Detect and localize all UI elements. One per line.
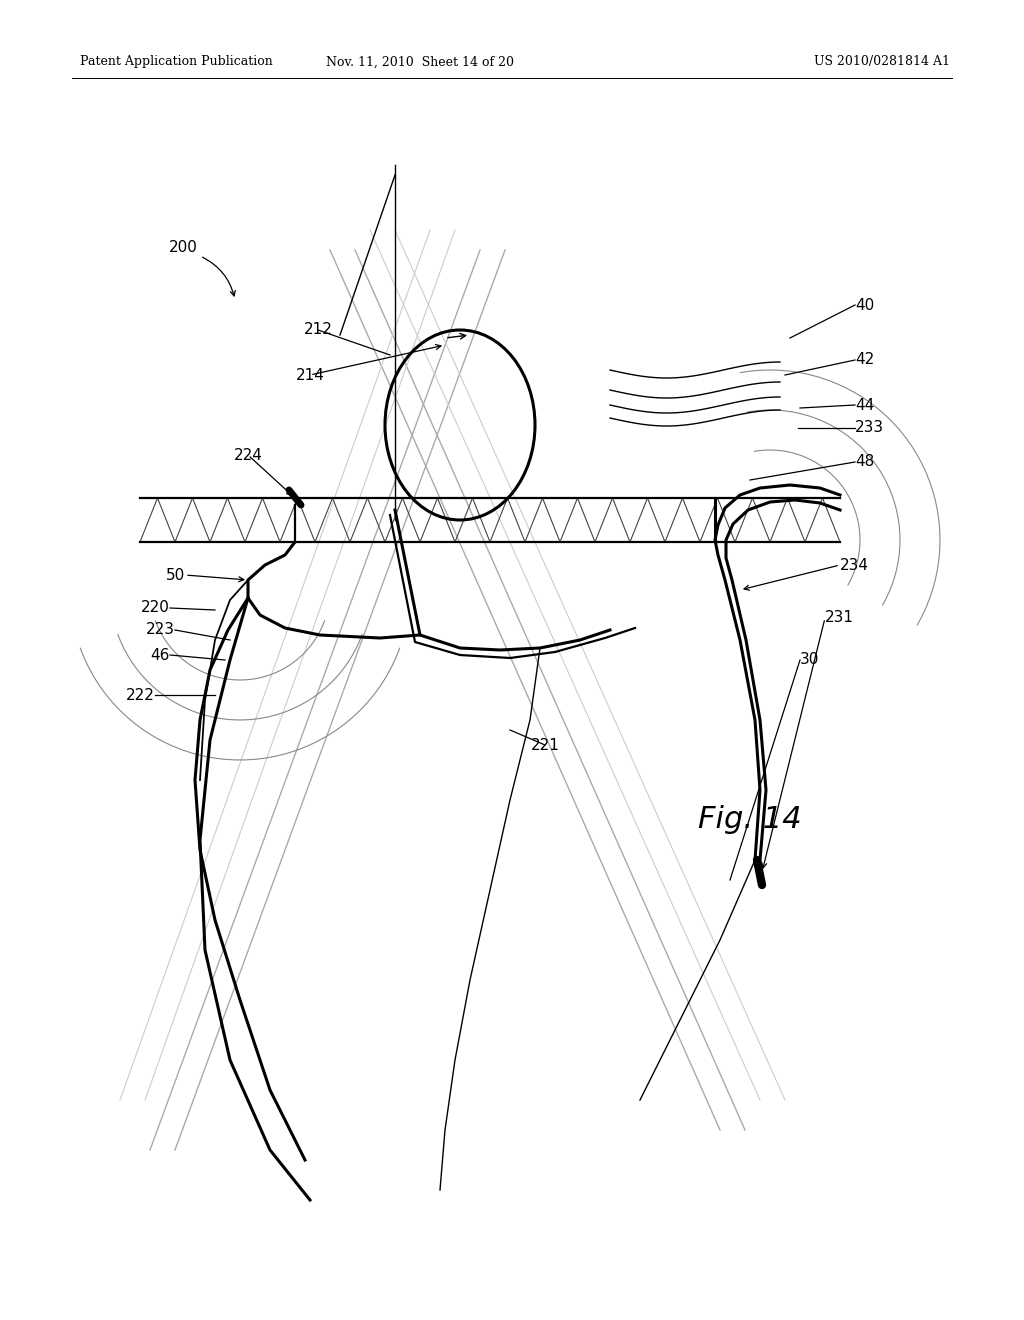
Text: US 2010/0281814 A1: US 2010/0281814 A1 (814, 55, 950, 69)
Text: 231: 231 (825, 610, 854, 626)
Text: 234: 234 (840, 557, 869, 573)
Text: 200: 200 (169, 240, 198, 256)
Text: 46: 46 (151, 648, 170, 663)
Text: 223: 223 (146, 623, 175, 638)
Text: 42: 42 (855, 352, 874, 367)
Text: Patent Application Publication: Patent Application Publication (80, 55, 272, 69)
Text: 214: 214 (296, 367, 325, 383)
Text: 212: 212 (303, 322, 333, 338)
Text: 222: 222 (126, 688, 155, 702)
Text: 40: 40 (855, 297, 874, 313)
Text: 224: 224 (233, 447, 262, 462)
Text: Nov. 11, 2010  Sheet 14 of 20: Nov. 11, 2010 Sheet 14 of 20 (326, 55, 514, 69)
Text: 221: 221 (530, 738, 559, 752)
Text: Fig. 14: Fig. 14 (698, 805, 802, 834)
Text: 48: 48 (855, 454, 874, 470)
Text: 233: 233 (855, 421, 884, 436)
Text: 30: 30 (800, 652, 819, 668)
Text: 220: 220 (141, 601, 170, 615)
Text: 50: 50 (166, 568, 185, 582)
Text: 44: 44 (855, 397, 874, 412)
